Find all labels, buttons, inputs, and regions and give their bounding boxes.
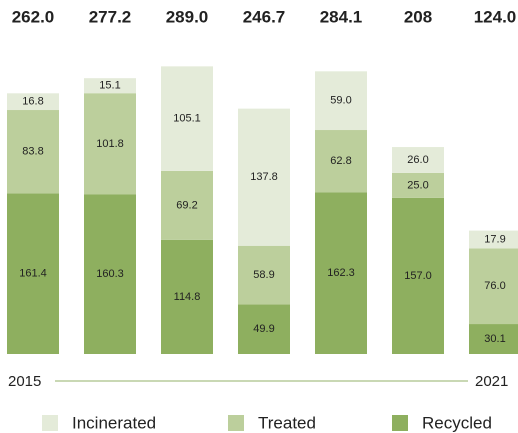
segment-label: 16.8 xyxy=(22,96,43,108)
bar-segment xyxy=(315,71,367,131)
segment-label: 161.4 xyxy=(19,268,47,280)
bar-segment xyxy=(84,93,136,195)
segment-label: 62.8 xyxy=(330,155,351,167)
segment-label: 105.1 xyxy=(173,113,201,125)
legend-swatch xyxy=(42,415,58,431)
total-label: 246.7 xyxy=(243,7,286,26)
bar-segment xyxy=(392,147,444,173)
segment-label: 30.1 xyxy=(484,333,505,345)
bar-segment xyxy=(392,172,444,198)
segment-label: 162.3 xyxy=(327,267,355,279)
bar-segment xyxy=(469,324,518,354)
total-label: 284.1 xyxy=(320,7,363,26)
segment-label: 15.1 xyxy=(99,80,120,92)
bar-segment xyxy=(7,193,59,354)
bar-segment xyxy=(469,248,518,325)
segment-label: 114.8 xyxy=(174,291,201,303)
legend-label: Treated xyxy=(258,413,316,432)
segment-label: 137.8 xyxy=(250,171,278,183)
segment-label: 101.8 xyxy=(96,138,124,150)
bar-segment xyxy=(84,194,136,354)
segment-label: 83.8 xyxy=(22,146,43,158)
bar-segment xyxy=(238,108,290,246)
x-tick-label: 2021 xyxy=(475,373,508,390)
bar-segment xyxy=(315,130,367,193)
total-label: 277.2 xyxy=(89,7,132,26)
legend-label: Recycled xyxy=(422,413,492,432)
bar-segment xyxy=(161,170,213,240)
bar-segment xyxy=(161,239,213,354)
segment-label: 157.0 xyxy=(404,270,432,282)
segment-label: 26.0 xyxy=(407,154,428,166)
bar-segment xyxy=(161,66,213,171)
x-tick-label: 2015 xyxy=(8,373,41,390)
segment-label: 59.0 xyxy=(330,95,351,107)
total-label: 289.0 xyxy=(166,7,209,26)
bar-segment xyxy=(7,93,59,111)
bar-segment xyxy=(238,304,290,354)
bar-segment xyxy=(7,110,59,194)
segment-label: 17.9 xyxy=(484,233,505,245)
segment-label: 58.9 xyxy=(253,269,274,281)
segment-label: 160.3 xyxy=(96,268,124,280)
segment-label: 49.9 xyxy=(253,323,274,335)
legend-swatch xyxy=(392,415,408,431)
segment-label: 25.0 xyxy=(407,179,428,191)
segment-label: 76.0 xyxy=(484,280,505,292)
segment-label: 69.2 xyxy=(176,199,197,211)
total-label: 262.0 xyxy=(12,7,55,26)
total-label: 208 xyxy=(404,7,432,26)
bar-segment xyxy=(315,192,367,354)
bar-segment xyxy=(238,245,290,305)
legend-label: Incinerated xyxy=(72,413,156,432)
bar-segment xyxy=(392,197,444,354)
legend-swatch xyxy=(228,415,244,431)
total-label: 124.0 xyxy=(474,7,517,26)
bar-segment xyxy=(84,78,136,94)
bar-segment xyxy=(469,230,518,249)
